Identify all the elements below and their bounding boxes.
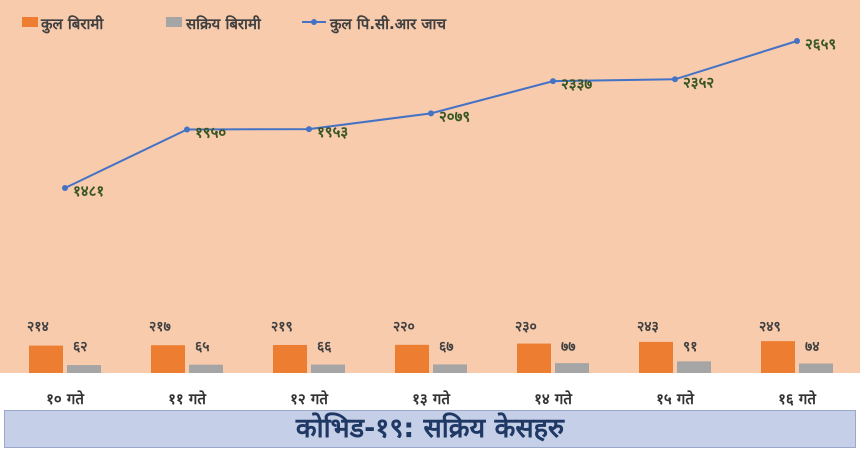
- x-tick-label-3: १२ गते: [290, 390, 329, 408]
- bar-active-label-4: ६७: [439, 339, 454, 355]
- chart-title: कोभिड-१९: सक्रिय केसहरु: [4, 410, 856, 448]
- bar-active-label-3: ६६: [317, 339, 332, 355]
- bar-total-4: [395, 344, 429, 373]
- bar-total-label-1: २१४: [27, 319, 49, 335]
- bar-active-1: [67, 365, 101, 373]
- line-series: [62, 37, 800, 191]
- bar-total-1: [29, 345, 63, 373]
- bar-series: [29, 341, 833, 373]
- pcr-point-6: [672, 76, 678, 83]
- bar-active-3: [311, 364, 345, 373]
- plot-area: [0, 0, 860, 373]
- bar-total-label-6: २४३: [637, 319, 659, 335]
- bar-active-7: [799, 363, 833, 373]
- pcr-label-3: १९५३: [317, 123, 348, 141]
- bar-active-label-5: ७७: [561, 339, 576, 355]
- x-tick-label-5: १४ गते: [534, 390, 573, 408]
- bar-active-6: [677, 361, 711, 373]
- pcr-point-1: [62, 185, 68, 191]
- legend-swatch-pcr-point: [311, 19, 317, 25]
- bar-total-label-4: २२०: [393, 319, 415, 335]
- x-tick-label-2: ११ गते: [168, 390, 207, 408]
- bar-active-label-2: ६५: [195, 339, 210, 355]
- pcr-point-4: [428, 110, 434, 117]
- x-tick-label-7: १६ गते: [778, 390, 817, 408]
- pcr-label-4: २०७९: [439, 107, 470, 125]
- bar-total-label-3: २१९: [271, 319, 293, 335]
- data-labels: २१४ ६२ २१७ ६५ २१९ ६६ २२० ६७ २३० ७७ २४३ ९१ २४९ ७४ १४८१ १…: [27, 35, 836, 355]
- legend-label-total: कुल बिरामी: [40, 15, 104, 34]
- bar-total-2: [151, 345, 185, 373]
- bar-total-label-7: २४९: [759, 319, 781, 335]
- x-tick-label-6: १५ गते: [656, 390, 695, 408]
- pcr-label-1: १४८१: [73, 182, 104, 200]
- pcr-point-3: [306, 126, 312, 133]
- legend-swatch-total: [22, 17, 38, 27]
- pcr-label-6: २३५२: [683, 73, 714, 91]
- pcr-label-5: २३३७: [561, 75, 592, 93]
- x-tick-label-4: १३ गते: [412, 390, 451, 408]
- bar-total-6: [639, 341, 673, 373]
- x-axis: १० गते ११ गते १२ गते १३ गते १४ गते १५ गते १६ ग…: [46, 390, 817, 408]
- pcr-label-2: १९५०: [195, 123, 226, 141]
- bar-active-5: [555, 363, 589, 373]
- pcr-point-5: [550, 78, 556, 85]
- x-tick-label-1: १० गते: [46, 390, 85, 408]
- bar-total-5: [517, 343, 551, 373]
- bar-total-label-5: २३०: [515, 319, 537, 335]
- legend-label-active: सक्रिय बिरामी: [185, 15, 262, 33]
- bar-total-label-2: २१७: [149, 319, 171, 335]
- bar-total-3: [273, 344, 307, 373]
- bar-active-label-7: ७४: [805, 339, 820, 355]
- legend: कुल बिरामी सक्रिय बिरामी कुल पि.सी.आर जाच: [22, 15, 447, 34]
- bar-active-2: [189, 364, 223, 373]
- pcr-label-7: २६५९: [805, 35, 836, 53]
- bar-active-label-1: ६२: [73, 339, 88, 355]
- pcr-point-7: [794, 37, 800, 44]
- bar-total-7: [761, 341, 795, 373]
- pcr-point-2: [184, 126, 190, 133]
- legend-swatch-active: [166, 17, 182, 27]
- bar-active-label-6: ९१: [683, 339, 698, 355]
- bar-active-4: [433, 364, 467, 373]
- legend-label-pcr: कुल पि.सी.आर जाच: [329, 15, 447, 34]
